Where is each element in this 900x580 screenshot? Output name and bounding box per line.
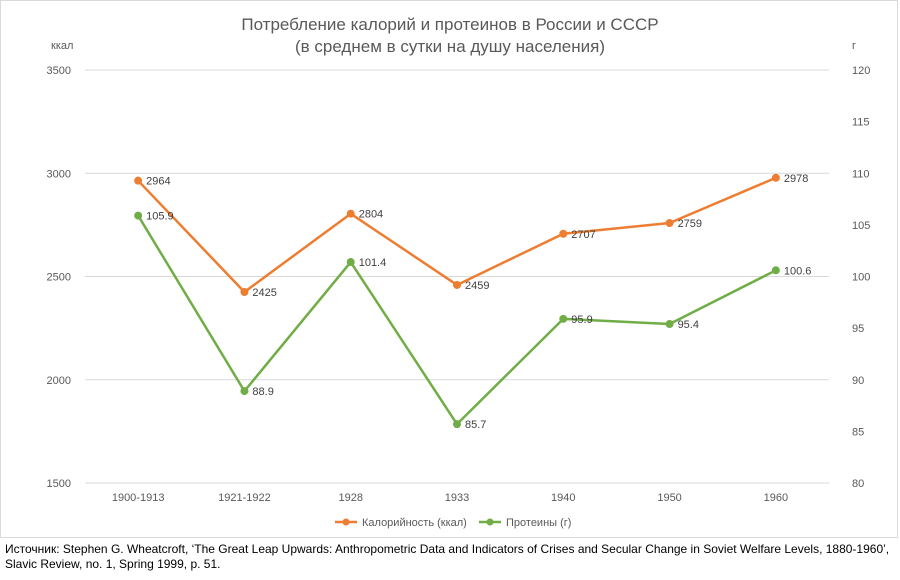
data-label: 2964: [146, 176, 170, 188]
x-tick-label: 1950: [657, 492, 681, 504]
x-tick-label: 1900-1913: [112, 492, 165, 504]
data-label: 105.9: [146, 211, 174, 223]
axes: 1500 2000 2500 3000 3500 80 85 90 95 100 105 110 115…: [47, 65, 871, 504]
data-label: 101.4: [359, 257, 387, 269]
data-label: 2759: [678, 218, 702, 230]
data-label: 88.9: [252, 386, 273, 398]
data-label: 95.4: [678, 319, 699, 331]
data-label: 2804: [359, 209, 383, 221]
data-point: [240, 287, 249, 296]
source-note: Источник: Stephen G. Wheatcroft, ‘The Gr…: [5, 542, 890, 571]
y-right-tick-label: 100: [852, 272, 870, 284]
data-label: 2707: [571, 229, 595, 241]
data-point: [665, 319, 674, 328]
chart-svg: Потребление калорий и протеинов в России…: [47, 15, 871, 529]
y-right-tick-label: 80: [852, 478, 864, 490]
data-point: [134, 176, 143, 185]
x-tick-label: 1933: [445, 492, 469, 504]
y-left-tick-label: 2500: [47, 272, 71, 284]
data-point: [665, 219, 674, 228]
chart-frame: Потребление калорий и протеинов в России…: [0, 0, 898, 538]
y-right-tick-label: 85: [852, 426, 864, 438]
legend-label: Протеины (г): [506, 517, 571, 529]
data-point: [771, 173, 780, 182]
y-left-tick-label: 3000: [47, 168, 71, 180]
data-label: 85.7: [465, 419, 486, 431]
data-label: 2459: [465, 280, 489, 292]
data-label: 95.9: [571, 314, 592, 326]
data-point: [346, 258, 355, 267]
right-axis-unit: г: [852, 40, 856, 52]
data-point: [134, 211, 143, 220]
legend-label: Калорийность (ккал): [362, 517, 467, 529]
y-left-tick-label: 3500: [47, 65, 71, 77]
y-right-tick-label: 110: [852, 168, 870, 180]
y-left-tick-label: 1500: [47, 478, 71, 490]
y-right-tick-label: 105: [852, 220, 870, 232]
x-tick-label: 1921-1922: [218, 492, 271, 504]
gridlines: [85, 69, 829, 484]
chart-title-line2: (в среднем в сутки на душу населения): [295, 37, 605, 56]
data-point: [453, 280, 461, 289]
data-label: 2978: [784, 173, 808, 185]
x-tick-label: 1928: [338, 492, 362, 504]
legend-marker: [342, 518, 350, 526]
y-right-tick-label: 120: [852, 65, 870, 77]
legend: Калорийность (ккал) Протеины (г): [335, 517, 571, 529]
data-point: [771, 266, 780, 275]
y-right-tick-label: 95: [852, 323, 864, 335]
y-right-tick-label: 90: [852, 375, 864, 387]
x-tick-label: 1940: [551, 492, 575, 504]
data-point: [346, 209, 355, 218]
left-axis-unit: ккал: [51, 40, 73, 52]
x-tick-label: 1960: [764, 492, 788, 504]
chart-title-line1: Потребление калорий и протеинов в России…: [241, 15, 658, 34]
legend-marker: [486, 518, 494, 526]
data-label: 2425: [252, 287, 276, 299]
data-point: [559, 229, 568, 238]
series-line: [137, 176, 777, 294]
data-label: 100.6: [784, 265, 812, 277]
y-left-tick-label: 2000: [47, 375, 71, 387]
series: 2964 2425 2804 2459 2707 2759 2978 105.9 88.9 101…: [134, 173, 812, 431]
data-point: [559, 314, 568, 323]
data-point: [453, 420, 461, 429]
data-point: [240, 387, 249, 396]
y-right-tick-label: 115: [852, 117, 870, 129]
